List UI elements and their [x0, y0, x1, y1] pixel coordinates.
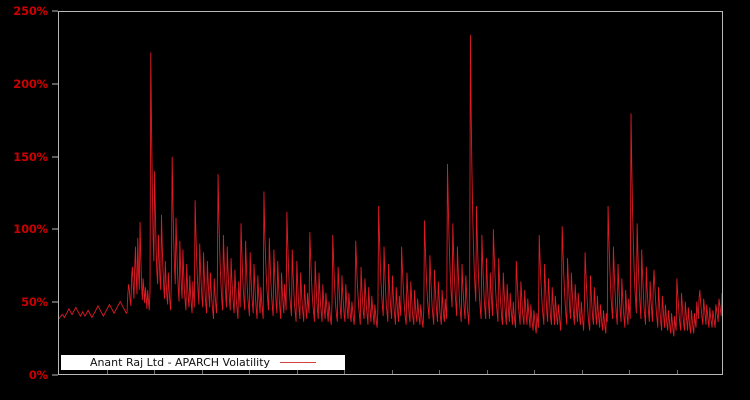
y-axis-tick-label: 50%	[21, 295, 48, 310]
y-axis-tick-label: 250%	[13, 4, 48, 18]
x-axis-tick-mark	[582, 370, 583, 374]
x-axis-tick-mark	[154, 370, 155, 374]
y-axis-tick-mark	[52, 301, 58, 303]
plot-area	[58, 11, 723, 375]
y-axis-tick-mark	[52, 10, 58, 12]
y-axis: 0% 50% 100% 150% 200% 250%	[0, 0, 58, 400]
y-axis-tick-mark	[52, 156, 58, 158]
x-axis-tick-mark	[487, 370, 488, 374]
y-axis-tick-label: 150%	[13, 149, 48, 164]
x-axis-tick-mark	[202, 370, 203, 374]
x-axis-tick-mark	[297, 370, 298, 374]
x-axis-tick-mark	[344, 370, 345, 374]
x-axis-tick-mark	[107, 370, 108, 374]
x-axis-tick-mark	[629, 370, 630, 374]
y-axis-tick-label: 0%	[28, 368, 48, 382]
series-clip	[59, 12, 722, 374]
volatility-series-line	[59, 12, 722, 374]
y-axis-tick-mark	[52, 374, 58, 376]
x-axis-tick-mark	[534, 370, 535, 374]
legend-line-swatch	[280, 362, 317, 363]
legend-item-label: Anant Raj Ltd - APARCH Volatility	[89, 356, 271, 369]
x-axis-tick-mark	[392, 370, 393, 374]
y-axis-tick-label: 100%	[13, 222, 48, 237]
x-axis-tick-mark	[439, 370, 440, 374]
y-axis-tick-label: 200%	[13, 76, 48, 91]
y-axis-tick-mark	[52, 228, 58, 230]
x-axis-tick-mark	[249, 370, 250, 374]
chart-legend[interactable]: Anant Raj Ltd - APARCH Volatility	[61, 355, 345, 370]
y-axis-tick-mark	[52, 83, 58, 85]
x-axis-tick-mark	[677, 370, 678, 374]
